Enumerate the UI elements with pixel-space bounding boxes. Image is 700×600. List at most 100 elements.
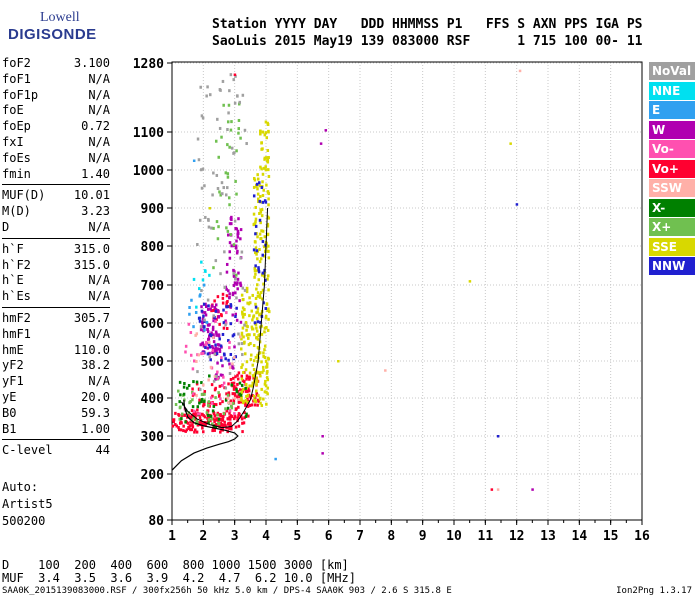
echo-point bbox=[251, 381, 255, 385]
echo-point bbox=[258, 181, 261, 185]
echo-point bbox=[224, 319, 227, 323]
echo-point bbox=[337, 360, 340, 363]
echo-point bbox=[188, 306, 191, 310]
echo-point bbox=[241, 421, 244, 425]
param-row: foF2 3.100 bbox=[2, 56, 110, 72]
echo-point bbox=[256, 187, 259, 191]
echo-point bbox=[261, 288, 265, 292]
echo-point bbox=[212, 379, 216, 383]
echo-point bbox=[253, 321, 257, 325]
echo-point bbox=[222, 415, 225, 419]
echo-point bbox=[202, 314, 205, 318]
echo-point bbox=[254, 305, 258, 309]
echo-point bbox=[207, 337, 210, 341]
echo-point bbox=[177, 389, 180, 393]
echo-point bbox=[216, 237, 220, 241]
echo-point bbox=[194, 414, 197, 418]
param-name: B0 bbox=[2, 405, 17, 420]
echo-point bbox=[258, 184, 261, 188]
echo-point bbox=[252, 176, 256, 180]
echo-point bbox=[225, 294, 229, 298]
echo-point bbox=[198, 398, 201, 402]
echo-point bbox=[252, 344, 256, 348]
echo-point bbox=[228, 222, 232, 226]
echo-point bbox=[255, 336, 259, 340]
echo-point bbox=[251, 327, 254, 331]
echo-point bbox=[257, 197, 260, 201]
legend-item: SSE bbox=[649, 237, 695, 256]
echo-point bbox=[252, 185, 256, 189]
echo-point bbox=[265, 302, 269, 306]
echo-point bbox=[221, 423, 225, 427]
echo-point bbox=[232, 376, 235, 380]
x-tick-label: 4 bbox=[262, 529, 270, 544]
echo-point bbox=[212, 266, 215, 270]
echo-point bbox=[266, 392, 269, 396]
echo-point bbox=[253, 333, 256, 337]
echo-point bbox=[206, 409, 209, 413]
echo-point bbox=[206, 307, 210, 311]
echo-point bbox=[260, 237, 263, 241]
echo-point bbox=[267, 317, 270, 321]
echo-point bbox=[266, 274, 270, 278]
echo-point bbox=[234, 246, 238, 250]
echo-point bbox=[255, 249, 259, 253]
y-tick-label: 80 bbox=[148, 514, 164, 529]
echo-point bbox=[253, 275, 256, 279]
param-value: 305.7 bbox=[73, 311, 110, 325]
echo-point bbox=[263, 133, 267, 137]
echo-point bbox=[233, 73, 237, 76]
echo-point bbox=[190, 414, 194, 418]
param-value: 315.0 bbox=[73, 241, 110, 256]
echo-point bbox=[196, 408, 199, 412]
echo-point bbox=[248, 394, 251, 398]
echo-point bbox=[229, 352, 233, 356]
echo-point bbox=[213, 350, 217, 354]
echo-point bbox=[232, 398, 236, 402]
echo-point bbox=[211, 349, 215, 353]
param-row: fxI N/A bbox=[2, 135, 110, 151]
echo-point bbox=[241, 315, 245, 319]
echo-point bbox=[237, 412, 241, 416]
echo-point bbox=[212, 404, 216, 408]
echo-point bbox=[226, 120, 230, 124]
echo-point bbox=[215, 350, 218, 354]
echo-point bbox=[268, 310, 271, 314]
echo-point bbox=[239, 237, 242, 241]
echo-point bbox=[255, 317, 259, 321]
echo-point bbox=[230, 120, 233, 124]
echo-point bbox=[256, 177, 260, 181]
echo-point bbox=[252, 212, 256, 216]
echo-point bbox=[211, 422, 214, 426]
echo-point bbox=[219, 397, 222, 401]
echo-point bbox=[230, 244, 233, 248]
echo-point bbox=[194, 428, 197, 432]
echo-point bbox=[254, 302, 257, 306]
echo-point bbox=[234, 74, 237, 78]
echo-point bbox=[241, 363, 244, 367]
echo-point bbox=[195, 305, 198, 309]
echo-point bbox=[205, 320, 209, 324]
echo-point bbox=[199, 85, 202, 89]
echo-point bbox=[260, 324, 263, 328]
echo-point bbox=[212, 314, 215, 318]
echo-point bbox=[248, 333, 251, 337]
echo-point bbox=[256, 283, 259, 287]
echo-point bbox=[240, 250, 244, 254]
echo-point bbox=[216, 411, 220, 415]
echo-point bbox=[191, 387, 194, 391]
echo-point bbox=[184, 344, 188, 348]
echo-point bbox=[217, 417, 221, 421]
echo-point bbox=[245, 377, 248, 381]
echo-point bbox=[182, 385, 186, 389]
echo-point bbox=[252, 359, 256, 363]
echo-point bbox=[227, 391, 231, 395]
echo-point bbox=[198, 421, 201, 425]
echo-point bbox=[255, 383, 258, 387]
echo-point bbox=[254, 296, 258, 300]
echo-point bbox=[211, 193, 214, 197]
echo-point bbox=[191, 425, 195, 429]
echo-point bbox=[201, 321, 204, 325]
echo-point bbox=[255, 287, 258, 291]
echo-point bbox=[236, 281, 239, 285]
